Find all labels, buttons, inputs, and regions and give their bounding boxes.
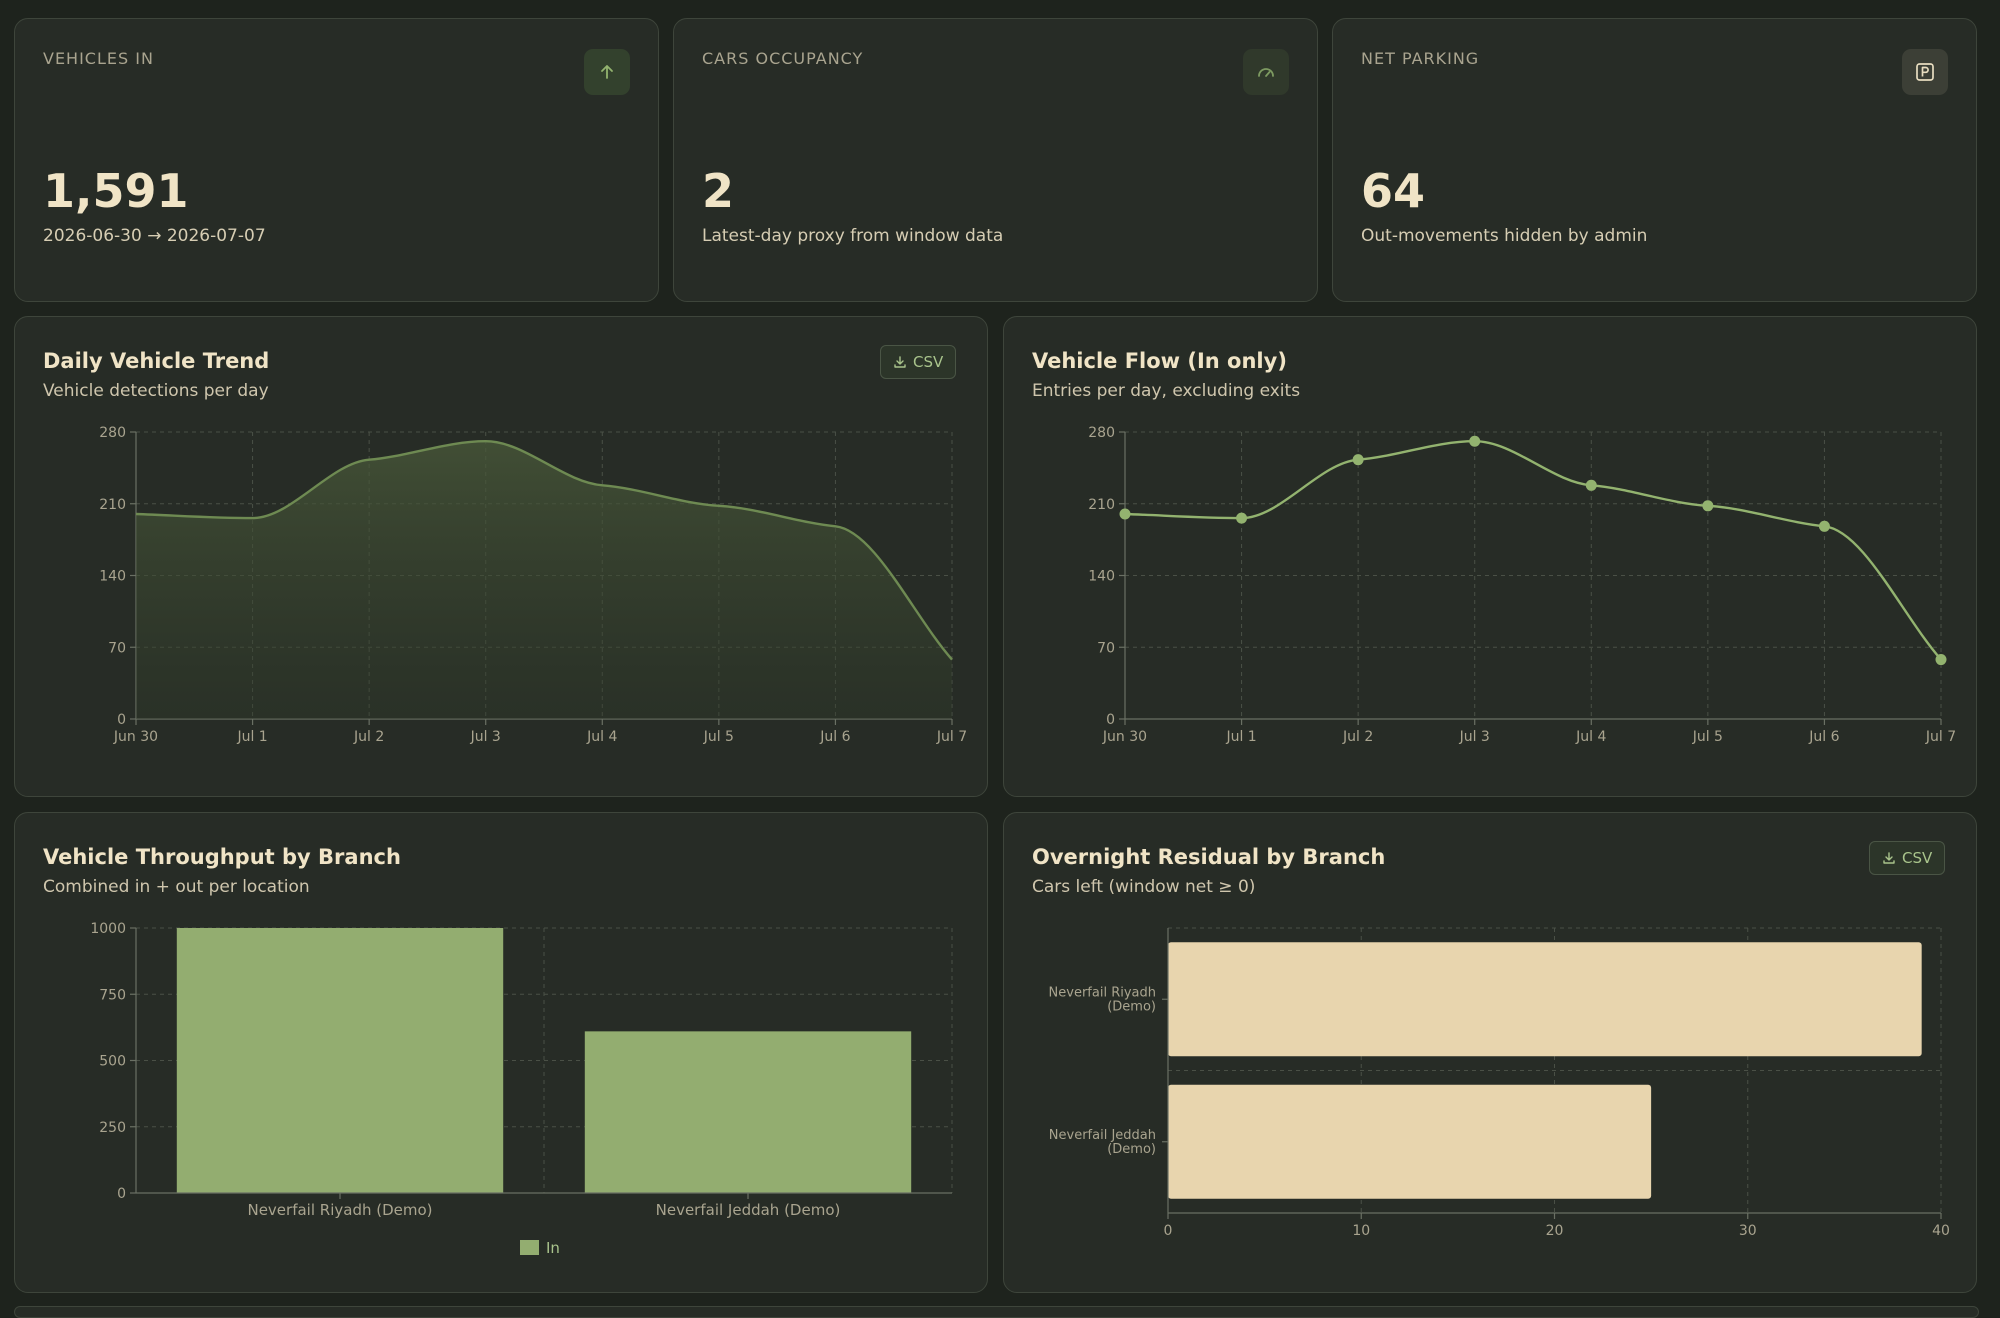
csv-label: CSV: [913, 353, 944, 371]
download-icon: [1883, 852, 1895, 864]
kpi-card-vehicles-in: VEHICLES IN 1,591 2026-06-30 → 2026-07-0…: [14, 18, 659, 302]
y-tick-label: 140: [99, 569, 126, 585]
chart-subtitle: Entries per day, excluding exits: [1032, 381, 1301, 401]
data-point: [1935, 654, 1947, 666]
kpi-label: VEHICLES IN: [43, 49, 154, 68]
y-tick-label: 140: [1088, 569, 1115, 585]
y-tick-label: 210: [1088, 497, 1115, 513]
data-point: [1352, 454, 1364, 466]
csv-download-button[interactable]: CSV: [880, 345, 957, 379]
y-tick-label: 70: [108, 640, 126, 656]
x-tick-label: 20: [1546, 1223, 1564, 1239]
x-tick-label: 0: [1164, 1223, 1173, 1239]
y-tick-label: 1000: [90, 921, 126, 937]
chart-title: Overnight Residual by Branch: [1032, 845, 1386, 869]
chart-subtitle: Vehicle detections per day: [43, 381, 269, 401]
x-tick-label: Jul 6: [819, 729, 850, 745]
x-tick-label: 10: [1352, 1223, 1370, 1239]
bar: [584, 1031, 912, 1193]
x-tick-label: Jul 4: [586, 729, 617, 745]
kpi-subtext: Out-movements hidden by admin: [1361, 226, 1648, 246]
parking-icon: [1902, 49, 1948, 95]
chart-card-vehicle-flow: Vehicle Flow (In only) Entries per day, …: [1003, 316, 1977, 797]
kpi-card-net-parking: NET PARKING 64 Out-movements hidden by a…: [1332, 18, 1977, 302]
gauge-icon: [1243, 49, 1289, 95]
series-line: [1124, 440, 1942, 661]
x-tick-label: Jul 3: [470, 729, 501, 745]
y-tick-label: 70: [1097, 640, 1115, 656]
y-tick-label: (Demo): [1107, 999, 1156, 1014]
data-point: [1119, 508, 1131, 520]
chart-card-throughput: Vehicle Throughput by Branch Combined in…: [14, 812, 988, 1293]
y-tick-label: 250: [99, 1120, 126, 1136]
kpi-card-cars-occupancy: CARS OCCUPANCY 2 Latest-day proxy from w…: [673, 18, 1318, 302]
x-tick-label: Jun 30: [1102, 729, 1147, 745]
vehicle-flow-chart: 0 70 140 210 280 Jun 30 Jul 1 Jul 2 Jul 3 Jul 4 Ju…: [1088, 425, 1956, 745]
x-tick-label: Neverfail Riyadh (Demo): [247, 1201, 432, 1219]
y-tick-label: (Demo): [1107, 1142, 1156, 1157]
data-point: [1236, 512, 1248, 524]
kpi-value: 64: [1361, 164, 1426, 218]
x-tick-label: Jul 1: [1225, 729, 1256, 745]
chart-title: Daily Vehicle Trend: [43, 349, 270, 373]
arrow-up-icon: [584, 49, 630, 95]
area-fill: [136, 441, 952, 719]
kpi-value: 2: [702, 164, 735, 218]
data-point: [1702, 500, 1714, 512]
y-tick-label: Neverfail Jeddah: [1049, 1128, 1156, 1143]
x-tick-label: 40: [1932, 1223, 1950, 1239]
x-tick-label: Jun 30: [113, 729, 158, 745]
next-card-edge: [14, 1306, 1979, 1318]
x-tick-label: Jul 3: [1459, 729, 1490, 745]
csv-download-button[interactable]: CSV: [1869, 841, 1946, 875]
y-tick-label: 750: [99, 987, 126, 1003]
data-point: [1818, 520, 1830, 532]
kpi-subtext: 2026-06-30 → 2026-07-07: [43, 226, 266, 246]
x-tick-label: Jul 7: [1925, 729, 1956, 745]
chart-subtitle: Combined in + out per location: [43, 877, 310, 897]
x-tick-label: Jul 5: [1692, 729, 1723, 745]
legend-label: In: [546, 1239, 560, 1257]
chart-card-daily-trend: Daily Vehicle Trend Vehicle detections p…: [14, 316, 988, 797]
bar: [1168, 1084, 1652, 1199]
y-tick-label: 280: [1088, 425, 1115, 441]
download-icon: [894, 356, 906, 368]
y-tick-label: 210: [99, 497, 126, 513]
x-tick-label: Jul 1: [236, 729, 267, 745]
chart-subtitle: Cars left (window net ≥ 0): [1032, 877, 1256, 897]
x-tick-label: Neverfail Jeddah (Demo): [656, 1201, 841, 1219]
x-tick-label: Jul 2: [1342, 729, 1373, 745]
data-point: [1469, 435, 1481, 447]
x-tick-label: Jul 4: [1575, 729, 1606, 745]
x-tick-label: Jul 6: [1808, 729, 1839, 745]
daily-trend-chart: 0 70 140 210 280 Jun 30 Jul 1 Jul 2 Jul 3 Jul 4 Ju…: [99, 425, 967, 745]
x-tick-label: Jul 2: [353, 729, 384, 745]
y-tick-label: 0: [117, 1186, 126, 1202]
y-tick-label: Neverfail Riyadh: [1049, 985, 1156, 1000]
x-tick-label: Jul 5: [703, 729, 734, 745]
y-tick-label: 500: [99, 1054, 126, 1070]
y-tick-label: 0: [117, 712, 126, 728]
kpi-label: CARS OCCUPANCY: [702, 49, 864, 68]
chart-title: Vehicle Flow (In only): [1032, 349, 1287, 373]
kpi-value: 1,591: [43, 164, 189, 218]
kpi-label: NET PARKING: [1361, 49, 1480, 68]
x-tick-label: Jul 7: [936, 729, 967, 745]
legend-swatch: [520, 1240, 539, 1255]
y-tick-label: 280: [99, 425, 126, 441]
data-point: [1585, 479, 1597, 491]
chart-title: Vehicle Throughput by Branch: [43, 845, 401, 869]
bar: [1168, 942, 1922, 1057]
throughput-chart: 0 250 500 750 1000 Neverfail Riyadh (Demo) Nev…: [90, 921, 953, 1257]
x-tick-label: 30: [1739, 1223, 1757, 1239]
chart-card-residual: Overnight Residual by Branch Cars left (…: [1003, 812, 1977, 1293]
y-tick-label: 0: [1106, 712, 1115, 728]
kpi-subtext: Latest-day proxy from window data: [702, 226, 1004, 246]
csv-label: CSV: [1902, 849, 1933, 867]
series-line: [135, 440, 953, 661]
bar: [176, 928, 504, 1193]
